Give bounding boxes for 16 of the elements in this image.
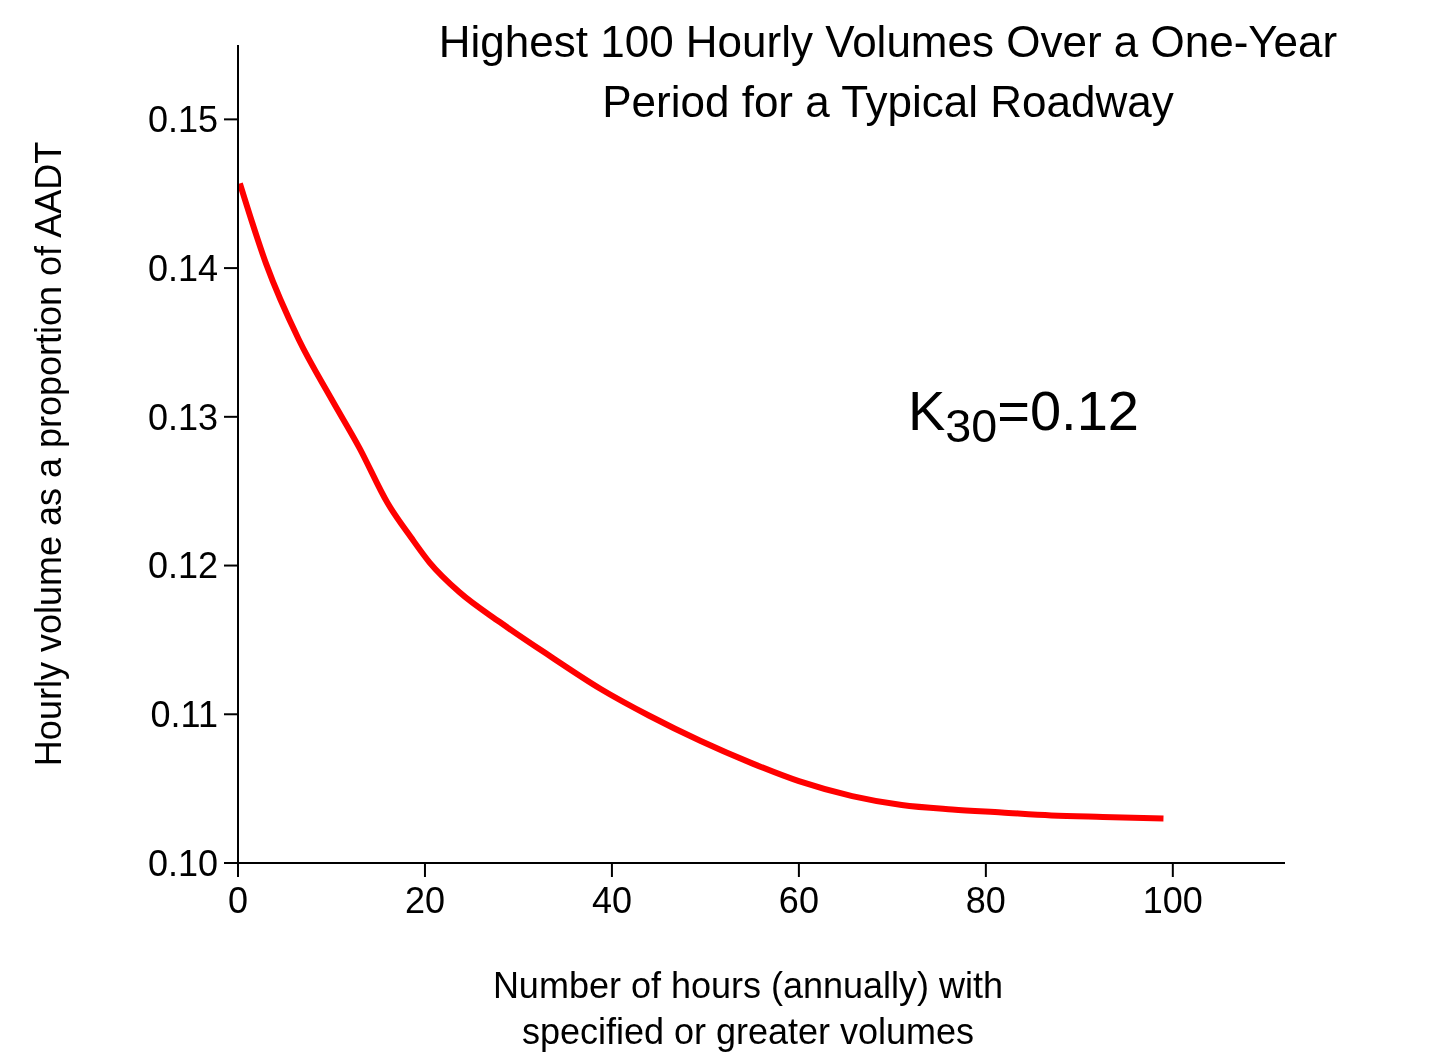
y-axis-title: Hourly volume as a proportion of AADT — [27, 141, 69, 767]
annotation: K$_{30}$=0.12 — [908, 378, 1139, 454]
y-tick-label: 0.12 — [147, 545, 218, 587]
y-tick-label: 0.10 — [147, 842, 218, 884]
x-tick-label: 80 — [965, 879, 1006, 921]
y-tick-label: 0.15 — [147, 99, 218, 141]
x-tick-label: 100 — [1142, 879, 1203, 921]
y-tick-label: 0.11 — [150, 694, 218, 736]
x-axis-title: Number of hours (annually) with specified or greater volumes — [491, 964, 1005, 1054]
x-tick-label: 20 — [404, 879, 445, 921]
x-tick-label: 40 — [591, 879, 632, 921]
x-tick-label: 0 — [227, 879, 249, 921]
x-tick-label: 60 — [778, 879, 819, 921]
y-tick-label: 0.14 — [147, 247, 218, 289]
y-tick-label: 0.13 — [147, 396, 218, 438]
chart-title: Highest 100 Hourly Volumes Over a One-Year Period for a Typical Roadway — [437, 16, 1339, 128]
